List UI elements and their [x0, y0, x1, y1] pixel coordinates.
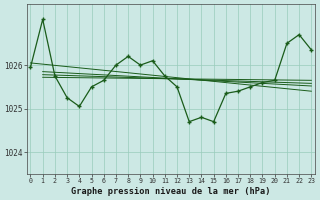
X-axis label: Graphe pression niveau de la mer (hPa): Graphe pression niveau de la mer (hPa): [71, 187, 271, 196]
